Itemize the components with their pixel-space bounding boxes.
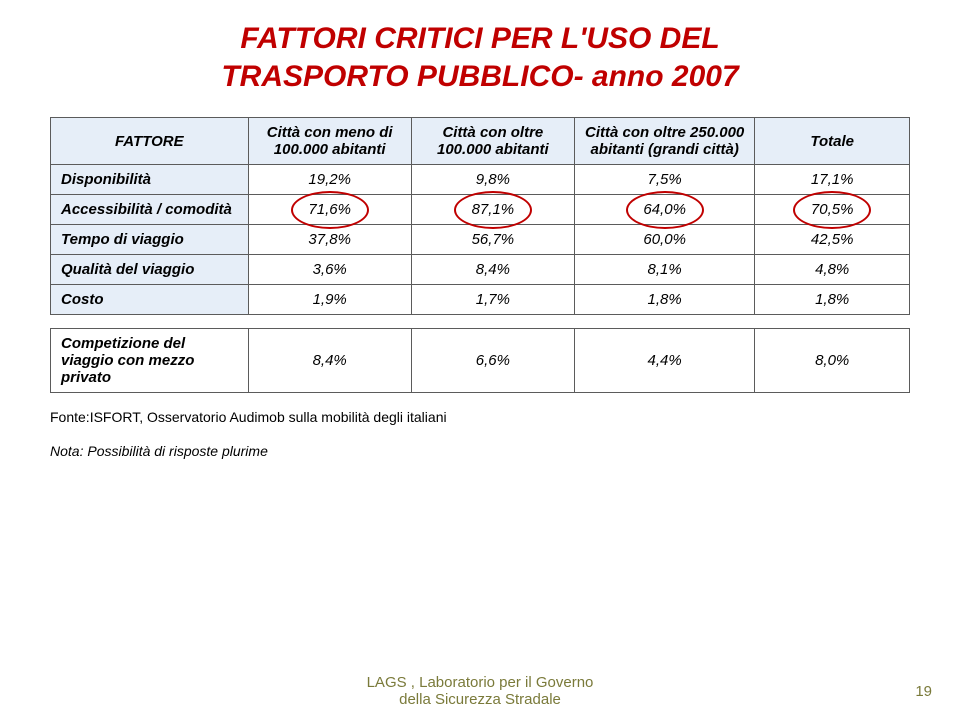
table-header-row: FATTORE Città con meno di 100.000 abitan… [51,118,910,165]
cell: 8,1% [574,255,754,285]
cell: 8,4% [411,255,574,285]
row-label: Costo [51,285,249,315]
footer-line-1: LAGS , Laboratorio per il Governo [367,674,594,691]
table-row: Tempo di viaggio 37,8% 56,7% 60,0% 42,5% [51,225,910,255]
factors-table: FATTORE Città con meno di 100.000 abitan… [50,117,910,393]
row-label: Qualità del viaggio [51,255,249,285]
cell: 17,1% [755,165,910,195]
cell: 4,8% [755,255,910,285]
cell: 1,8% [574,285,754,315]
th-col2: Città con oltre 100.000 abitanti [411,118,574,165]
th-col4: Totale [755,118,910,165]
cell: 1,9% [248,285,411,315]
footer-line-2: della Sicurezza Stradale [399,691,561,708]
cell: 1,7% [411,285,574,315]
cell: 19,2% [248,165,411,195]
cell: 70,5% [755,195,910,225]
cell: 4,4% [574,329,754,393]
source-note: Fonte:ISFORT, Osservatorio Audimob sulla… [50,409,910,425]
table-row: Costo 1,9% 1,7% 1,8% 1,8% [51,285,910,315]
th-fattore: FATTORE [51,118,249,165]
cell: 37,8% [248,225,411,255]
row-label: Disponibilità [51,165,249,195]
page-number: 19 [915,683,932,700]
spacer-row [51,315,910,329]
cell: 9,8% [411,165,574,195]
cell: 64,0% [574,195,754,225]
title-line-1: FATTORI CRITICI PER L'USO DEL [240,22,719,55]
table-row: Accessibilità / comodità 71,6% 87,1% 64,… [51,195,910,225]
cell: 8,0% [755,329,910,393]
cell: 87,1% [411,195,574,225]
competition-row: Competizione del viaggio con mezzo priva… [51,329,910,393]
row-label: Tempo di viaggio [51,225,249,255]
cell: 3,6% [248,255,411,285]
cell: 56,7% [411,225,574,255]
cell: 71,6% [248,195,411,225]
table-row: Qualità del viaggio 3,6% 8,4% 8,1% 4,8% [51,255,910,285]
row-label: Accessibilità / comodità [51,195,249,225]
th-col1: Città con meno di 100.000 abitanti [248,118,411,165]
title-line-2: TRASPORTO PUBBLICO- anno 2007 [221,60,738,93]
cell: 42,5% [755,225,910,255]
cell: 60,0% [574,225,754,255]
table-row: Disponibilità 19,2% 9,8% 7,5% 17,1% [51,165,910,195]
footer-text: LAGS , Laboratorio per il Governo della … [0,674,960,708]
slide-title: FATTORI CRITICI PER L'USO DEL TRASPORTO … [50,20,910,95]
row-label: Competizione del viaggio con mezzo priva… [51,329,249,393]
th-col3: Città con oltre 250.000 abitanti (grandi… [574,118,754,165]
cell: 7,5% [574,165,754,195]
cell: 6,6% [411,329,574,393]
cell: 1,8% [755,285,910,315]
cell: 8,4% [248,329,411,393]
response-note: Nota: Possibilità di risposte plurime [50,443,910,459]
